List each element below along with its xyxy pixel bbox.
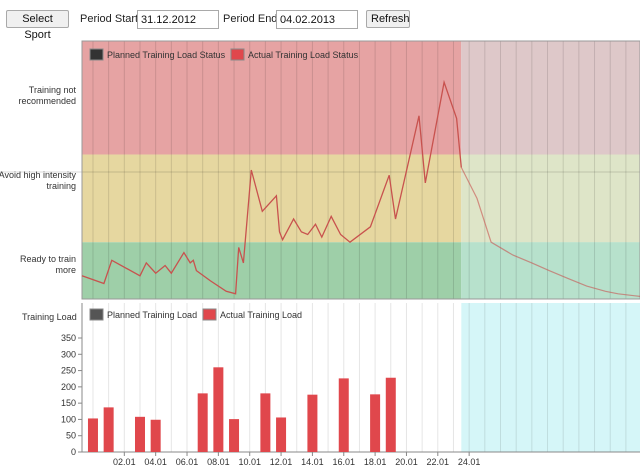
load-y-tick-label: 100: [61, 414, 76, 424]
load-y-tick-label: 200: [61, 382, 76, 392]
actual-load-bar: [338, 378, 349, 452]
load-y-tick-label: 250: [61, 366, 76, 376]
actual-load-bar: [134, 416, 145, 452]
status-zone-1: [82, 154, 462, 243]
period-start-label: Period Start: [80, 13, 139, 25]
actual-load-bar: [385, 377, 396, 452]
load-y-tick-label: 300: [61, 349, 76, 359]
legend-label-actual-load: Actual Training Load: [220, 310, 302, 320]
status-future-zone-tint-0: [461, 41, 640, 155]
status-gridlines: [0, 40, 640, 300]
zone-label-1: Avoid high intensity training: [0, 170, 76, 191]
period-start-input[interactable]: [137, 10, 219, 29]
status-frame: [81, 40, 640, 300]
legend-swatch-planned-load: [89, 308, 104, 321]
status-future-zone-tint-1: [461, 154, 640, 243]
training-load-chart: Training Load 0 50 100 150 200 250 300 350 02.01 0…: [22, 303, 640, 467]
load-y-tick-label: 150: [61, 398, 76, 408]
load-x-tick-label: 08.01: [207, 457, 230, 467]
load-x-tick-label: 16.01: [332, 457, 355, 467]
actual-load-bar: [260, 393, 271, 452]
status-zone-2: [82, 242, 462, 299]
actual-load-bar: [213, 367, 224, 452]
load-y-axis-label: Training Load: [22, 312, 77, 322]
actual-load-bar: [197, 393, 208, 452]
zone-label-2: Ready to train more: [20, 254, 76, 275]
toolbar: Select Sport Period Start Period End Ref…: [0, 0, 640, 41]
legend-swatch-planned-status: [89, 48, 104, 61]
load-x-tick-label: 06.01: [176, 457, 199, 467]
planned-status-line: [460, 167, 640, 297]
load-x-tick-label: 18.01: [364, 457, 387, 467]
legend-swatch-actual-load: [202, 308, 217, 321]
select-sport-button[interactable]: Select Sport: [6, 10, 69, 41]
load-axes: Training Load 0 50 100 150 200 250 300 350 02.01 0…: [22, 312, 480, 467]
load-x-tick-label: 02.01: [113, 457, 136, 467]
actual-load-bar: [276, 417, 287, 452]
load-y-tick-label: 350: [61, 333, 76, 343]
legend-label-planned-status: Planned Training Load Status: [107, 50, 226, 60]
status-zone-labels: Training not recommended Avoid high intens…: [0, 85, 76, 275]
refresh-button[interactable]: Refresh: [366, 10, 410, 28]
status-legend: Planned Training Load Status Actual Train…: [89, 48, 359, 61]
actual-status-line: [81, 79, 462, 295]
load-future-zone: [461, 303, 640, 452]
legend-swatch-actual-status: [230, 48, 245, 61]
load-bars: [87, 367, 396, 452]
load-x-tick-label: 10.01: [238, 457, 261, 467]
load-x-tick-label: 24.01: [458, 457, 481, 467]
load-x-tick-label: 12.01: [270, 457, 293, 467]
legend-label-actual-status: Actual Training Load Status: [248, 50, 359, 60]
zone-label-0: Training not recommended: [18, 85, 76, 106]
status-zones: [82, 41, 640, 299]
load-x-tick-label: 14.01: [301, 457, 324, 467]
status-lines: [81, 79, 640, 297]
actual-load-bar: [150, 419, 161, 452]
load-background: [82, 303, 640, 452]
load-legend: Planned Training Load Actual Training Loa…: [89, 308, 302, 321]
actual-load-bar: [103, 407, 114, 452]
actual-load-bar: [229, 419, 240, 452]
load-x-tick-label: 04.01: [144, 457, 167, 467]
status-zone-0: [82, 41, 462, 155]
load-x-tick-label: 20.01: [395, 457, 418, 467]
training-status-chart: Training not recommended Avoid high intens…: [0, 40, 640, 300]
load-y-tick-label: 50: [66, 431, 76, 441]
period-end-label: Period End: [223, 13, 278, 25]
actual-load-bar: [370, 394, 381, 452]
period-end-input[interactable]: [276, 10, 358, 29]
actual-load-bar: [87, 418, 98, 452]
load-y-tick-label: 0: [71, 447, 76, 457]
load-x-tick-label: 22.01: [427, 457, 450, 467]
actual-load-bar: [307, 394, 318, 452]
legend-label-planned-load: Planned Training Load: [107, 310, 197, 320]
